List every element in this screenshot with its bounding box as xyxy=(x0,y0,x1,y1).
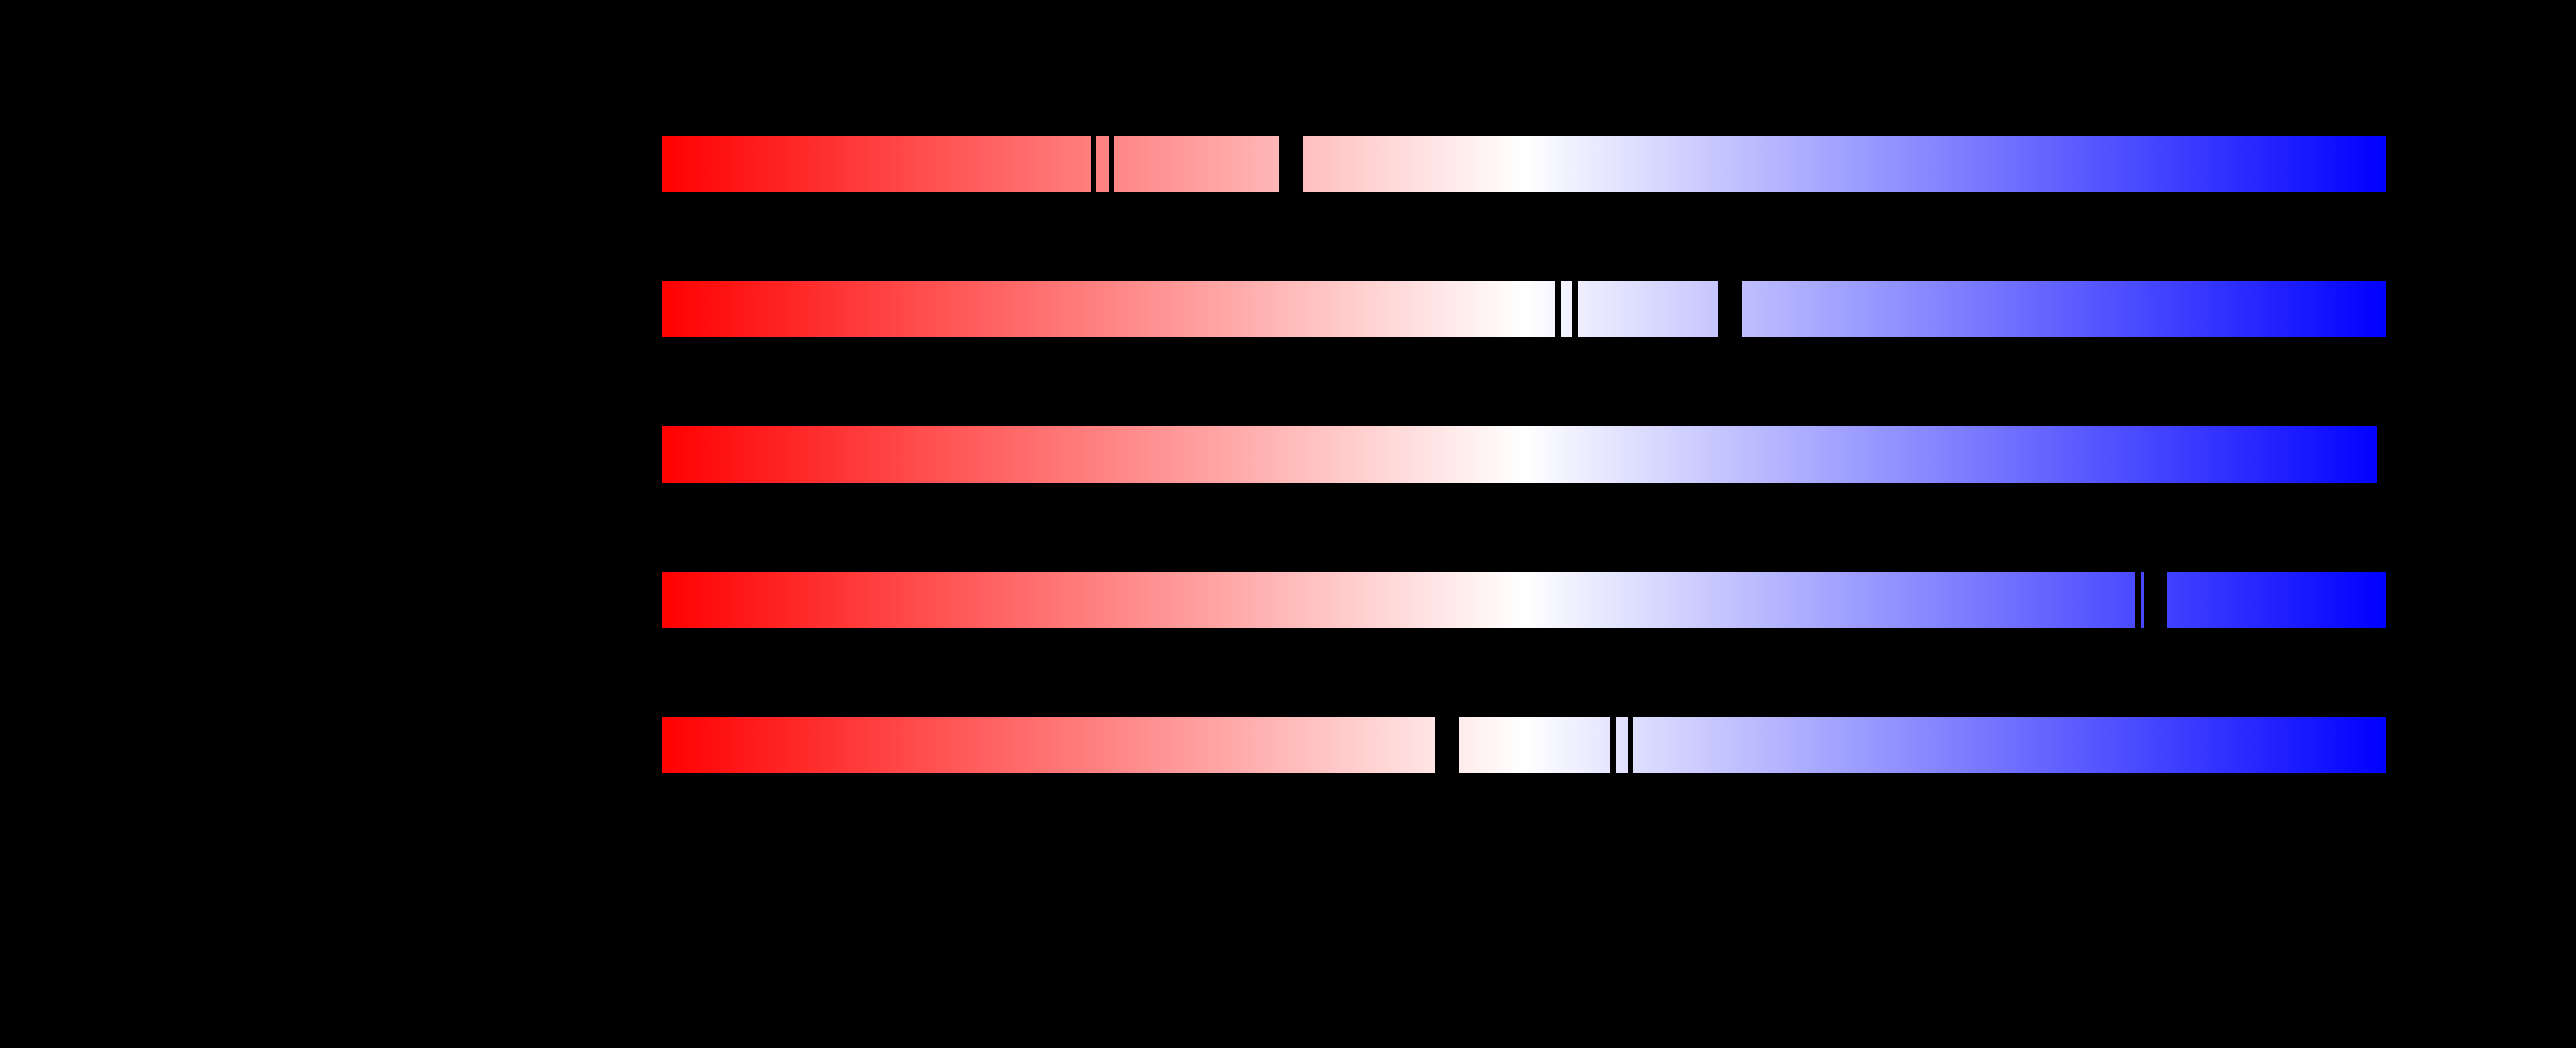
marker-line-thin xyxy=(1610,717,1616,773)
marker-line-thin xyxy=(2135,572,2141,628)
marker-line-thick xyxy=(2144,572,2167,628)
gradient-bar xyxy=(662,426,2377,483)
gradient-bar xyxy=(662,281,2386,337)
gradient-bar xyxy=(662,717,2386,773)
marker-line-thin xyxy=(1555,281,1561,337)
marker-line-thin xyxy=(1628,717,1633,773)
marker-line-thick xyxy=(1435,717,1459,773)
gradient-bar xyxy=(662,136,2386,192)
marker-line-thick xyxy=(1279,136,1303,192)
marker-line-thick xyxy=(1718,281,1742,337)
marker-line-thin xyxy=(1091,136,1096,192)
marker-line-thin xyxy=(1109,136,1114,192)
marker-line-thin xyxy=(1572,281,1578,337)
gradient-bar xyxy=(662,572,2386,628)
